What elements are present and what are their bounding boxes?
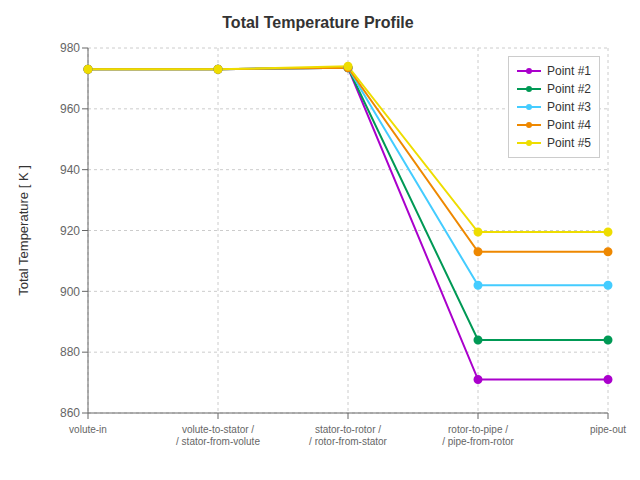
html-text:Point #4: Point #4	[547, 118, 591, 132]
html-text:Point #3: Point #3	[547, 100, 591, 114]
svg-text:stator-to-rotor // rotor-from-: stator-to-rotor // rotor-from-stator	[309, 424, 387, 447]
svg-text:960: 960	[60, 102, 80, 116]
svg-text:volute-to-stator // stator-fro: volute-to-stator // stator-from-volute	[176, 424, 260, 447]
svg-text:860: 860	[60, 406, 80, 420]
svg-text:volute-in: volute-in	[69, 424, 107, 435]
html-text:Point #5: Point #5	[547, 136, 591, 150]
svg-text:rotor-to-pipe // pipe-from-rot: rotor-to-pipe // pipe-from-rotor	[442, 424, 514, 447]
svg-text:940: 940	[60, 163, 80, 177]
svg-text:Total Temperature [ K ]: Total Temperature [ K ]	[16, 165, 31, 296]
html-text:Point #2: Point #2	[547, 82, 591, 96]
svg-text:920: 920	[60, 224, 80, 238]
html-text:Total Temperature Profile: Total Temperature Profile	[222, 14, 414, 31]
svg-text:pipe-out: pipe-out	[590, 424, 626, 435]
html-text:Point #1: Point #1	[547, 64, 591, 78]
svg-text:980: 980	[60, 41, 80, 55]
svg-text:900: 900	[60, 285, 80, 299]
svg-text:880: 880	[60, 345, 80, 359]
